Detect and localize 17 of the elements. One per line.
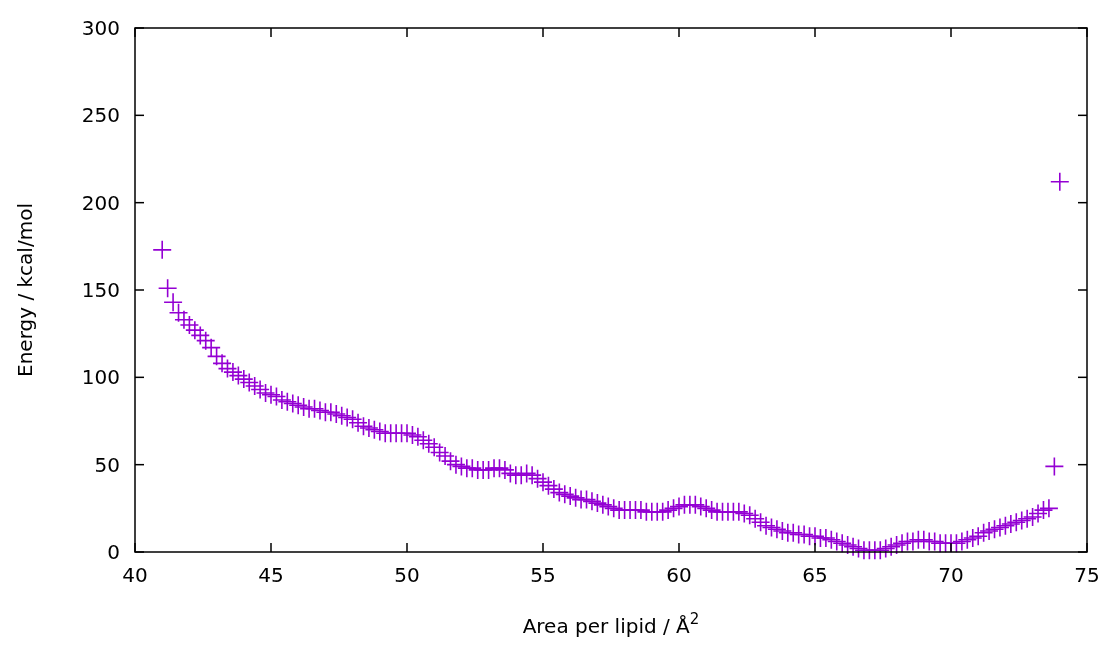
x-axis-title: Area per lipid / Å$^{2}$: [522, 610, 700, 638]
y-tick-label: 150: [81, 278, 120, 302]
x-tick-label: 60: [666, 563, 692, 587]
y-axis-title: Energy / kcal/mol: [13, 203, 37, 377]
x-tick-label: 55: [530, 563, 556, 587]
y-tick-label: 0: [107, 540, 120, 564]
y-tick-label: 300: [81, 16, 120, 40]
x-tick-label: 50: [394, 563, 420, 587]
x-tick-label: 40: [122, 563, 148, 587]
x-tick-label: 65: [802, 563, 828, 587]
x-tick-label: 75: [1074, 563, 1100, 587]
y-tick-label: 250: [81, 103, 120, 128]
y-tick-label: 50: [94, 452, 120, 477]
y-tick-label: 100: [81, 365, 120, 390]
y-tick-label: 200: [81, 190, 120, 215]
x-tick-label: 70: [938, 563, 964, 587]
x-tick-label: 45: [258, 563, 284, 587]
